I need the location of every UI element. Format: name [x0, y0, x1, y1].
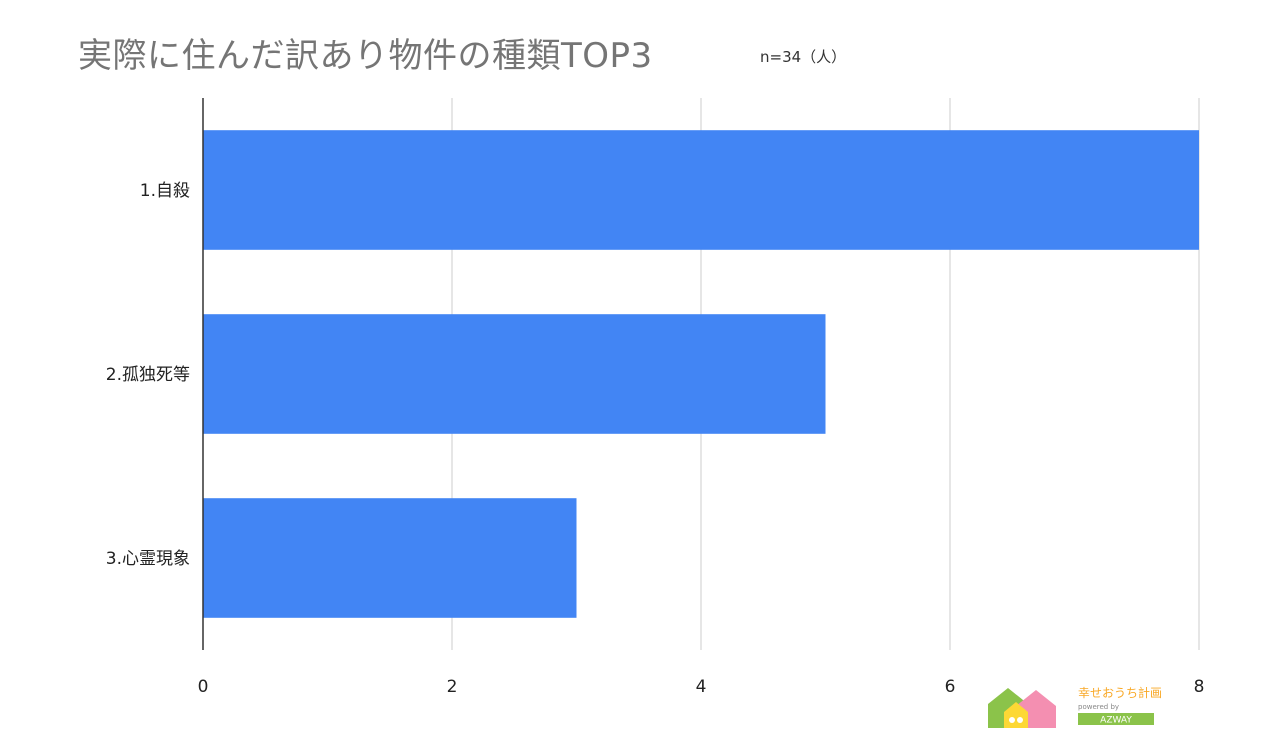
- x-tick-label-4: 8: [1194, 677, 1205, 697]
- x-tick-label-3: 6: [945, 677, 956, 697]
- category-label-0: 1.自殺: [140, 181, 190, 201]
- logo-sub: powered by: [1078, 703, 1119, 711]
- azway-logo: 幸せおうち計画 powered by AZWAY: [988, 685, 1162, 728]
- logo-text: 幸せおうち計画: [1078, 685, 1162, 700]
- x-tick-label-0: 0: [198, 677, 209, 697]
- chart-subtitle: n=34（人）: [760, 48, 847, 66]
- category-label-1: 2.孤独死等: [106, 365, 190, 385]
- chart-title: 実際に住んだ訳あり物件の種類TOP3: [78, 36, 653, 76]
- bar-0: [203, 130, 1199, 250]
- category-label-2: 3.心霊現象: [106, 549, 190, 569]
- bar-1: [203, 314, 826, 434]
- x-tick-label-2: 4: [696, 677, 707, 697]
- x-tick-label-1: 2: [447, 677, 458, 697]
- bar-2: [203, 498, 577, 618]
- logo-brand-bg: [1078, 713, 1154, 725]
- logo-brand: AZWAY: [1100, 716, 1132, 726]
